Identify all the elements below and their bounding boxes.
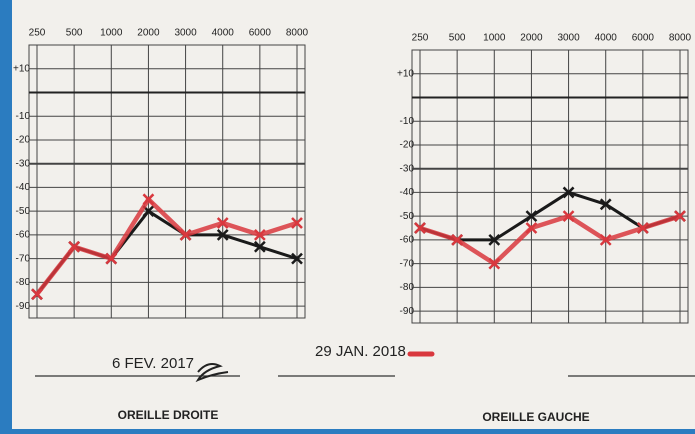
plot-frame	[28, 44, 306, 319]
y-tick-label: -50	[16, 206, 31, 217]
point-cross	[488, 257, 501, 270]
point-cross	[31, 288, 43, 301]
y-tick-label: -30	[400, 163, 415, 174]
y-tick-label: +10	[13, 63, 30, 74]
series-line	[419, 190, 681, 242]
y-tick-label: -20	[16, 135, 31, 146]
y-tick-label: +10	[397, 68, 414, 79]
y-tick-label: -20	[400, 140, 415, 151]
date-2017: 6 FEV. 2017	[112, 355, 194, 372]
point-cross	[253, 229, 266, 241]
point-cross	[414, 222, 426, 234]
x-tick-label: 6000	[632, 33, 655, 44]
chart-title: OREILLE GAUCHE	[482, 410, 589, 424]
signature	[195, 363, 229, 383]
y-tick-label: -10	[16, 111, 31, 122]
x-tick-label: 1000	[100, 28, 123, 39]
point-cross	[179, 229, 192, 241]
series-line	[419, 213, 681, 266]
point-cross	[488, 234, 501, 246]
point-cross	[291, 252, 303, 265]
point-cross	[562, 210, 575, 223]
point-cross	[105, 252, 118, 265]
point-cross	[562, 186, 575, 199]
y-tick-label: -40	[400, 187, 415, 198]
x-tick-label: 2000	[520, 33, 543, 44]
y-tick-label: -70	[400, 258, 415, 269]
y-tick-label: -80	[16, 277, 31, 288]
point-cross	[451, 234, 464, 246]
point-cross	[599, 234, 612, 246]
x-tick-label: 3000	[557, 33, 580, 44]
x-tick-label: 8000	[669, 33, 692, 44]
date-2018: 29 JAN. 2018	[315, 343, 406, 360]
y-tick-label: -50	[400, 211, 415, 222]
x-tick-label: 500	[66, 28, 83, 39]
y-tick-label: -40	[16, 182, 31, 193]
point-cross	[636, 222, 649, 234]
point-cross	[599, 198, 612, 211]
point-cross	[525, 210, 538, 223]
series-line	[35, 197, 298, 296]
y-tick-label: -90	[16, 301, 31, 312]
x-tick-label: 250	[29, 28, 46, 39]
x-tick-label: 8000	[286, 28, 309, 39]
y-tick-label: -60	[400, 235, 415, 246]
y-tick-label: -80	[400, 282, 415, 293]
chart-title: OREILLE DROITE	[118, 408, 219, 422]
x-tick-label: 3000	[174, 28, 197, 39]
plot-frame	[411, 49, 689, 324]
x-tick-label: 1000	[483, 33, 506, 44]
y-tick-label: -10	[400, 116, 415, 127]
x-tick-label: 2000	[137, 28, 160, 39]
paper	[12, 0, 695, 429]
y-tick-label: -60	[16, 230, 31, 241]
point-cross	[216, 229, 229, 241]
point-cross	[253, 240, 266, 253]
y-tick-label: -30	[16, 158, 31, 169]
x-tick-label: 6000	[249, 28, 272, 39]
point-cross	[68, 240, 81, 253]
y-tick-label: -70	[16, 253, 31, 264]
y-tick-label: -90	[400, 306, 415, 317]
point-cross	[525, 222, 538, 234]
point-cross	[216, 217, 229, 229]
x-tick-label: 500	[449, 33, 466, 44]
x-tick-label: 250	[412, 33, 429, 44]
x-tick-label: 4000	[595, 33, 618, 44]
point-cross	[142, 193, 155, 206]
point-cross	[674, 210, 686, 223]
x-tick-label: 4000	[212, 28, 235, 39]
point-cross	[291, 217, 303, 229]
